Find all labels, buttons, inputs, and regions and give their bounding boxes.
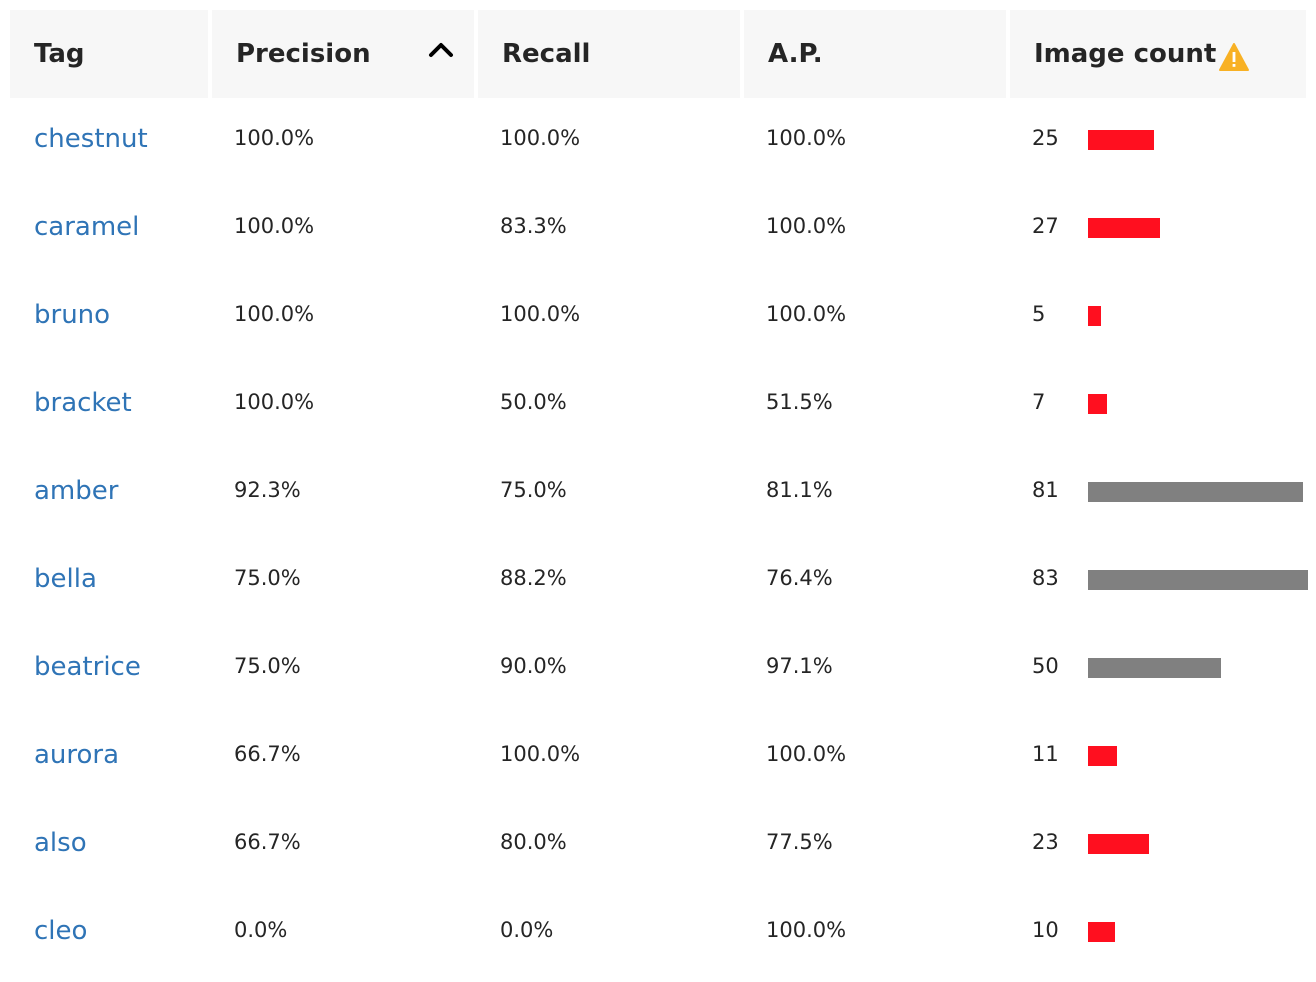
- table-row: bracket 100.0% 50.0% 51.5% 7: [0, 362, 1316, 450]
- ap-value: 51.5%: [766, 390, 833, 414]
- column-header-ap[interactable]: A.P.: [744, 10, 1006, 98]
- image-count-bar: [1088, 394, 1107, 414]
- chevron-up-icon[interactable]: [428, 40, 454, 58]
- precision-value: 100.0%: [234, 302, 315, 326]
- image-count-value: 11: [1032, 742, 1059, 766]
- table-row: aurora 66.7% 100.0% 100.0% 11: [0, 714, 1316, 802]
- tag-link[interactable]: also: [34, 828, 87, 858]
- table-row: chestnut 100.0% 100.0% 100.0% 25: [0, 98, 1316, 186]
- image-count-bar: [1088, 482, 1303, 502]
- table-row: amber 92.3% 75.0% 81.1% 81: [0, 450, 1316, 538]
- image-count-value: 7: [1032, 390, 1046, 414]
- image-count-bar: [1088, 834, 1149, 854]
- tag-link[interactable]: aurora: [34, 740, 120, 770]
- image-count-value: 50: [1032, 654, 1059, 678]
- image-count-value: 5: [1032, 302, 1046, 326]
- tag-link[interactable]: beatrice: [34, 652, 141, 682]
- recall-value: 100.0%: [500, 126, 581, 150]
- precision-value: 92.3%: [234, 478, 301, 502]
- ap-value: 100.0%: [766, 214, 847, 238]
- ap-value: 100.0%: [766, 918, 847, 942]
- table-row: bella 75.0% 88.2% 76.4% 83: [0, 538, 1316, 626]
- table-row: bruno 100.0% 100.0% 100.0% 5: [0, 274, 1316, 362]
- image-count-value: 81: [1032, 478, 1059, 502]
- precision-value: 75.0%: [234, 654, 301, 678]
- column-header-precision[interactable]: Precision: [212, 10, 474, 98]
- image-count-bar: [1088, 658, 1221, 678]
- ap-value: 100.0%: [766, 126, 847, 150]
- image-count-value: 23: [1032, 830, 1059, 854]
- ap-value: 100.0%: [766, 742, 847, 766]
- table-row: cleo 0.0% 0.0% 100.0% 10: [0, 890, 1316, 978]
- table-row: beatrice 75.0% 90.0% 97.1% 50: [0, 626, 1316, 714]
- table-row: caramel 100.0% 83.3% 100.0% 27: [0, 186, 1316, 274]
- ap-value: 77.5%: [766, 830, 833, 854]
- warning-icon: [1219, 43, 1249, 71]
- column-header-label: Recall: [502, 39, 591, 69]
- table-row: also 66.7% 80.0% 77.5% 23: [0, 802, 1316, 890]
- image-count-value: 25: [1032, 126, 1059, 150]
- ap-value: 97.1%: [766, 654, 833, 678]
- tag-link[interactable]: chestnut: [34, 124, 148, 154]
- recall-value: 75.0%: [500, 478, 567, 502]
- precision-value: 66.7%: [234, 742, 301, 766]
- precision-value: 100.0%: [234, 126, 315, 150]
- column-header-label: Image count: [1034, 39, 1217, 69]
- recall-value: 0.0%: [500, 918, 554, 942]
- image-count-bar: [1088, 218, 1160, 238]
- column-header-tag[interactable]: Tag: [10, 10, 208, 98]
- image-count-value: 27: [1032, 214, 1059, 238]
- recall-value: 83.3%: [500, 214, 567, 238]
- precision-value: 0.0%: [234, 918, 288, 942]
- precision-value: 100.0%: [234, 390, 315, 414]
- column-header-recall[interactable]: Recall: [478, 10, 740, 98]
- tag-link[interactable]: bracket: [34, 388, 132, 418]
- column-header-label: Tag: [34, 39, 85, 69]
- tag-link[interactable]: cleo: [34, 916, 88, 946]
- tag-link[interactable]: caramel: [34, 212, 140, 242]
- ap-value: 76.4%: [766, 566, 833, 590]
- recall-value: 90.0%: [500, 654, 567, 678]
- table-header: Tag Precision Recall A.P. Image count: [10, 10, 1306, 98]
- column-header-label: A.P.: [768, 39, 823, 69]
- recall-value: 100.0%: [500, 302, 581, 326]
- tag-link[interactable]: amber: [34, 476, 119, 506]
- tag-link[interactable]: bella: [34, 564, 97, 594]
- image-count-bar: [1088, 306, 1101, 326]
- image-count-bar: [1088, 922, 1115, 942]
- image-count-bar: [1088, 570, 1308, 590]
- column-header-label: Precision: [236, 39, 371, 69]
- image-count-value: 10: [1032, 918, 1059, 942]
- recall-value: 88.2%: [500, 566, 567, 590]
- image-count-bar: [1088, 130, 1154, 150]
- precision-value: 66.7%: [234, 830, 301, 854]
- ap-value: 81.1%: [766, 478, 833, 502]
- column-header-image-count[interactable]: Image count: [1010, 10, 1306, 98]
- recall-value: 50.0%: [500, 390, 567, 414]
- recall-value: 100.0%: [500, 742, 581, 766]
- tag-link[interactable]: bruno: [34, 300, 111, 330]
- image-count-value: 83: [1032, 566, 1059, 590]
- image-count-bar: [1088, 746, 1117, 766]
- recall-value: 80.0%: [500, 830, 567, 854]
- ap-value: 100.0%: [766, 302, 847, 326]
- precision-value: 75.0%: [234, 566, 301, 590]
- precision-value: 100.0%: [234, 214, 315, 238]
